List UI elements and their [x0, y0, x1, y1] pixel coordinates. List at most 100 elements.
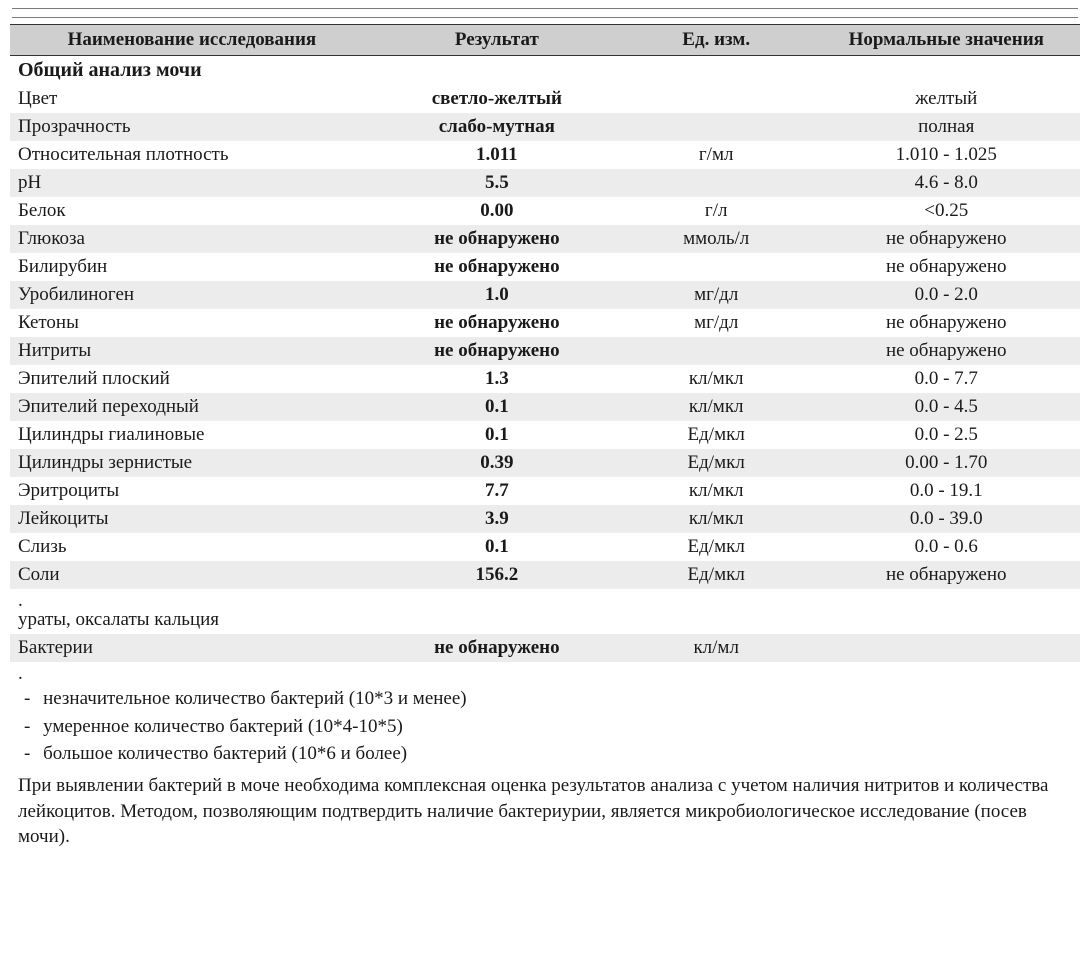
cell-name: Эритроциты — [10, 477, 374, 505]
cell-unit — [620, 337, 813, 365]
bacteria-notes-row: . незначительное количество бактерий (10*… — [10, 662, 1080, 853]
section-title: Общий анализ мочи — [10, 56, 1080, 86]
cell-unit: кл/мл — [620, 634, 813, 662]
cell-unit: Ед/мкл — [620, 561, 813, 589]
cell-result: 7.7 — [374, 477, 620, 505]
bacteria-notes-list: незначительное количество бактерий (10*3… — [18, 686, 1072, 767]
col-header-name: Наименование исследования — [10, 25, 374, 56]
cell-result: 5.5 — [374, 169, 620, 197]
cell-result: 0.1 — [374, 393, 620, 421]
cell-name: Белок — [10, 197, 374, 225]
cell-name: Соли — [10, 561, 374, 589]
section-title-row: Общий анализ мочи — [10, 56, 1080, 86]
table-row: Относительная плотность1.011г/мл1.010 - … — [10, 141, 1080, 169]
table-row: Эпителий переходный0.1кл/мкл0.0 - 4.5 — [10, 393, 1080, 421]
table-row: Цилиндры гиалиновые0.1Ед/мкл0.0 - 2.5 — [10, 421, 1080, 449]
table-row: Цветсветло-желтыйжелтый — [10, 85, 1080, 113]
cell-norm: 0.00 - 1.70 — [812, 449, 1080, 477]
col-header-unit: Ед. изм. — [620, 25, 813, 56]
table-body: Общий анализ мочи Цветсветло-желтыйжелты… — [10, 56, 1080, 854]
salt-note-line: . — [18, 592, 1072, 609]
table-row: Эритроциты7.7кл/мкл0.0 - 19.1 — [10, 477, 1080, 505]
table-row: Бактериине обнаруженокл/мл — [10, 634, 1080, 662]
cell-result: не обнаружено — [374, 337, 620, 365]
cell-norm: 0.0 - 19.1 — [812, 477, 1080, 505]
table-row: Белок0.00г/л<0.25 — [10, 197, 1080, 225]
table-row: Кетоныне обнаруженомг/длне обнаружено — [10, 309, 1080, 337]
cell-name: Билирубин — [10, 253, 374, 281]
cell-name: Эпителий плоский — [10, 365, 374, 393]
table-row: Лейкоциты3.9кл/мкл0.0 - 39.0 — [10, 505, 1080, 533]
cell-name: Эпителий переходный — [10, 393, 374, 421]
cell-name: Слизь — [10, 533, 374, 561]
cell-norm: 0.0 - 0.6 — [812, 533, 1080, 561]
cell-result: светло-желтый — [374, 85, 620, 113]
cell-result: не обнаружено — [374, 634, 620, 662]
cell-unit: кл/мкл — [620, 393, 813, 421]
table-header-row: Наименование исследования Результат Ед. … — [10, 25, 1080, 56]
table-row: Прозрачностьслабо-мутнаяполная — [10, 113, 1080, 141]
bacteria-note-item: большое количество бактерий (10*6 и боле… — [40, 741, 1072, 767]
cell-result: 1.3 — [374, 365, 620, 393]
cell-result: не обнаружено — [374, 309, 620, 337]
cell-unit — [620, 253, 813, 281]
cell-norm: полная — [812, 113, 1080, 141]
cell-norm: не обнаружено — [812, 253, 1080, 281]
cell-norm: не обнаружено — [812, 561, 1080, 589]
cell-result: 156.2 — [374, 561, 620, 589]
cell-norm: 0.0 - 7.7 — [812, 365, 1080, 393]
cell-unit: мг/дл — [620, 309, 813, 337]
bacteria-note-item: умеренное количество бактерий (10*4-10*5… — [40, 714, 1072, 740]
table-row: Уробилиноген1.0мг/дл0.0 - 2.0 — [10, 281, 1080, 309]
salt-note-row: .ураты, оксалаты кальция — [10, 589, 1080, 634]
table-row: pH5.5 4.6 - 8.0 — [10, 169, 1080, 197]
cell-name: Цилиндры гиалиновые — [10, 421, 374, 449]
cell-result: 0.1 — [374, 533, 620, 561]
cell-unit: мг/дл — [620, 281, 813, 309]
table-row: Соли156.2Ед/мклне обнаружено — [10, 561, 1080, 589]
cell-unit: Ед/мкл — [620, 421, 813, 449]
bacteria-notes-dot: . — [18, 665, 1072, 682]
cell-norm: желтый — [812, 85, 1080, 113]
table-row: Слизь0.1Ед/мкл0.0 - 0.6 — [10, 533, 1080, 561]
cell-unit: Ед/мкл — [620, 449, 813, 477]
cell-norm: 4.6 - 8.0 — [812, 169, 1080, 197]
cell-unit — [620, 85, 813, 113]
cell-norm: 0.0 - 2.5 — [812, 421, 1080, 449]
table-row: Билирубинне обнаруженоне обнаружено — [10, 253, 1080, 281]
cell-unit: Ед/мкл — [620, 533, 813, 561]
col-header-result: Результат — [374, 25, 620, 56]
cell-result: 0.1 — [374, 421, 620, 449]
cell-unit: г/мл — [620, 141, 813, 169]
cell-result: слабо-мутная — [374, 113, 620, 141]
cell-result: не обнаружено — [374, 225, 620, 253]
cell-unit: кл/мкл — [620, 505, 813, 533]
cell-name: pH — [10, 169, 374, 197]
salt-note: .ураты, оксалаты кальция — [10, 589, 1080, 634]
cell-unit: кл/мкл — [620, 477, 813, 505]
cell-result: 3.9 — [374, 505, 620, 533]
cell-norm: не обнаружено — [812, 225, 1080, 253]
cell-name: Кетоны — [10, 309, 374, 337]
cell-result: 1.011 — [374, 141, 620, 169]
cell-name: Относительная плотность — [10, 141, 374, 169]
cell-norm: не обнаружено — [812, 337, 1080, 365]
table-row: Глюкозане обнаруженоммоль/лне обнаружено — [10, 225, 1080, 253]
cell-name: Лейкоциты — [10, 505, 374, 533]
bacteria-notes-paragraph: При выявлении бактерий в моче необходима… — [18, 773, 1072, 850]
bacteria-note-item: незначительное количество бактерий (10*3… — [40, 686, 1072, 712]
cell-name: Цилиндры зернистые — [10, 449, 374, 477]
table-row: Цилиндры зернистые0.39Ед/мкл0.00 - 1.70 — [10, 449, 1080, 477]
cell-name: Уробилиноген — [10, 281, 374, 309]
cell-norm — [812, 634, 1080, 662]
col-header-norm: Нормальные значения — [812, 25, 1080, 56]
cell-norm: <0.25 — [812, 197, 1080, 225]
cell-norm: 0.0 - 4.5 — [812, 393, 1080, 421]
table-row: Эпителий плоский1.3кл/мкл0.0 - 7.7 — [10, 365, 1080, 393]
cell-unit: г/л — [620, 197, 813, 225]
cell-result: не обнаружено — [374, 253, 620, 281]
cell-result: 0.39 — [374, 449, 620, 477]
lab-report-page: Наименование исследования Результат Ед. … — [0, 0, 1080, 883]
cell-name: Нитриты — [10, 337, 374, 365]
cell-unit: кл/мкл — [620, 365, 813, 393]
